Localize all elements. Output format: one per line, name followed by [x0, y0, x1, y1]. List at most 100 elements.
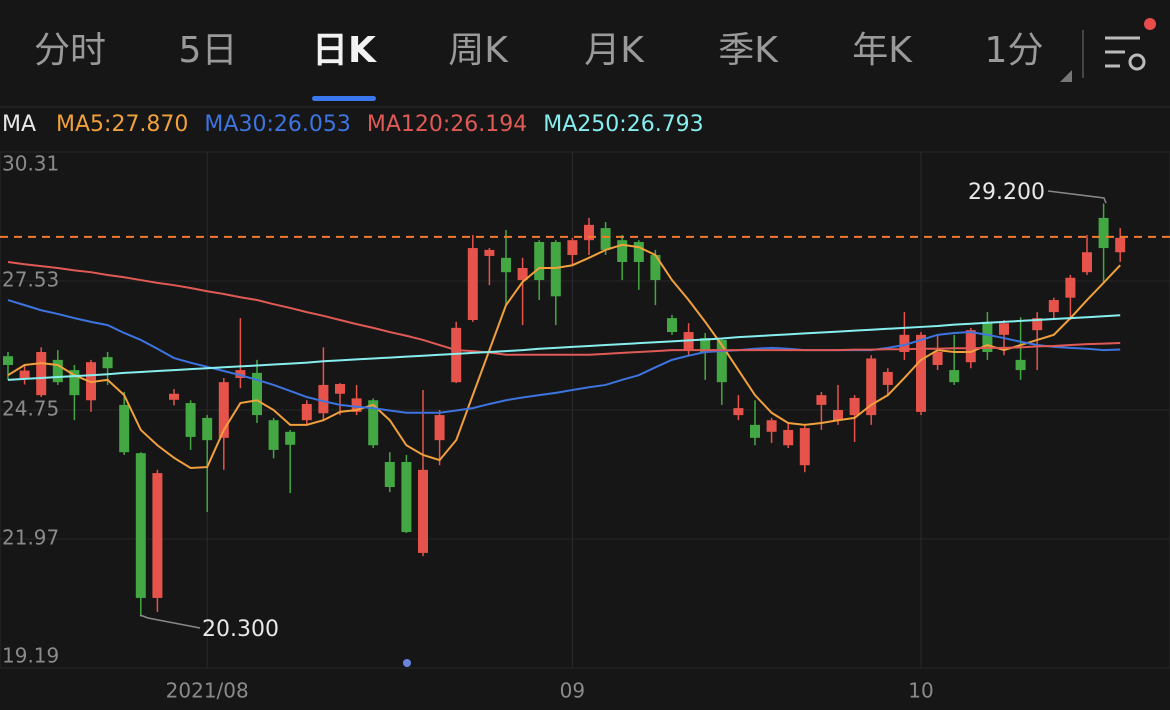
settings-icon[interactable] — [1105, 18, 1156, 71]
legend-title: MA — [2, 112, 36, 137]
scroll-dot — [403, 659, 411, 667]
candle-body — [1065, 277, 1076, 298]
period-tabs: 分时 5日 日K 周K 月K 季K 年K 1分 — [34, 30, 1043, 71]
candle-body — [152, 473, 163, 598]
ma-line — [7, 260, 1121, 356]
candle-body — [733, 408, 744, 416]
legend: MA5:27.870 MA30:26.053 MA120:26.194 MA250:2… — [56, 112, 704, 137]
tab[interactable]: 1分 — [985, 30, 1044, 71]
candle-body — [36, 351, 47, 396]
active-tab-indicator — [312, 96, 376, 101]
candle-body — [899, 334, 910, 352]
candle-body — [866, 358, 877, 416]
candle-body — [19, 370, 30, 378]
candle-body — [202, 417, 213, 441]
y-tick-label: 27.53 — [2, 268, 59, 292]
candle-body — [102, 357, 113, 369]
candle-body — [3, 356, 13, 365]
candle-body — [268, 420, 279, 450]
candle-body — [434, 415, 445, 441]
y-tick-label: 21.97 — [2, 526, 59, 550]
candle-body — [119, 404, 130, 453]
candle-body — [1082, 252, 1092, 273]
max-label: 29.200 — [968, 180, 1045, 205]
y-tick-label: 30.31 — [2, 152, 59, 176]
candle-body — [584, 224, 594, 241]
candle-body — [318, 384, 329, 414]
ma-line — [7, 314, 1121, 381]
legend-entry: MA5:27.870 — [56, 112, 188, 137]
candle-body — [451, 327, 462, 383]
candle-body — [1015, 359, 1026, 371]
candle-body — [335, 384, 345, 394]
candle-body — [882, 371, 893, 385]
candle-body — [567, 240, 578, 256]
candle-body — [52, 359, 63, 383]
candle-body — [716, 339, 727, 383]
x-tick-label: 2021/08 — [166, 679, 249, 703]
tab[interactable]: 周K — [448, 30, 509, 71]
candle-body — [700, 338, 711, 352]
tab[interactable]: 分时 — [34, 30, 106, 71]
candle-body — [1115, 237, 1126, 253]
candle-body — [949, 370, 960, 383]
candle-body — [69, 370, 80, 396]
candle-body — [916, 334, 926, 412]
candle-body — [1048, 300, 1059, 313]
candle-body — [185, 403, 196, 437]
candle-body — [667, 318, 677, 333]
y-tick-label: 19.19 — [2, 644, 59, 668]
min-pointer — [139, 614, 201, 629]
candle-body — [418, 469, 428, 553]
candle-body — [218, 382, 229, 438]
candle-body — [633, 242, 644, 262]
candle-body — [1098, 217, 1109, 249]
tab[interactable]: 年K — [852, 30, 913, 71]
candle-body — [816, 395, 827, 405]
tab[interactable]: 季K — [718, 30, 779, 71]
ma-line — [7, 243, 1121, 470]
candle-body — [235, 370, 246, 378]
candle-body — [932, 351, 943, 365]
plot: 30.31 27.53 24.75 21.97 19.19 2021/08 09 10 29.2… — [0, 151, 1170, 703]
candle-body — [766, 420, 777, 432]
candle-body — [135, 453, 146, 598]
candle-body — [617, 240, 628, 262]
max-pointer — [1047, 190, 1107, 204]
candle-body — [285, 431, 296, 445]
tab[interactable]: 月K — [584, 30, 645, 71]
corner-mark — [1060, 70, 1072, 82]
candle-body — [650, 255, 661, 281]
candle-body — [799, 428, 810, 466]
candle-body — [1032, 318, 1043, 331]
candle-body — [600, 228, 611, 250]
candle-body — [534, 242, 545, 281]
x-tick-label: 10 — [908, 679, 933, 703]
y-tick-label: 24.75 — [2, 397, 59, 421]
candle-body — [750, 424, 760, 438]
candle-body — [999, 323, 1009, 335]
candle-body — [501, 257, 511, 273]
legend-entry: MA250:26.793 — [543, 112, 703, 137]
candle-body — [849, 397, 860, 416]
legend-entry: MA120:26.194 — [367, 112, 527, 137]
candle-body — [467, 248, 478, 320]
candle-body — [484, 249, 495, 256]
candle-body — [550, 242, 561, 297]
candle-body — [833, 410, 843, 421]
x-tick-label: 09 — [560, 679, 585, 703]
legend-entry: MA30:26.053 — [204, 112, 350, 137]
candle-body — [169, 393, 179, 400]
tab[interactable]: 5日 — [179, 30, 238, 71]
candle-body — [252, 372, 262, 416]
tab[interactable]: 日K — [312, 30, 377, 71]
min-label: 20.300 — [202, 617, 279, 642]
candle-body — [517, 268, 528, 281]
ma-line — [7, 299, 1121, 414]
candle-body — [384, 461, 395, 488]
candle-body — [982, 321, 993, 352]
candle-body — [965, 330, 976, 363]
candle-body — [401, 461, 412, 533]
candle-body — [301, 403, 312, 421]
